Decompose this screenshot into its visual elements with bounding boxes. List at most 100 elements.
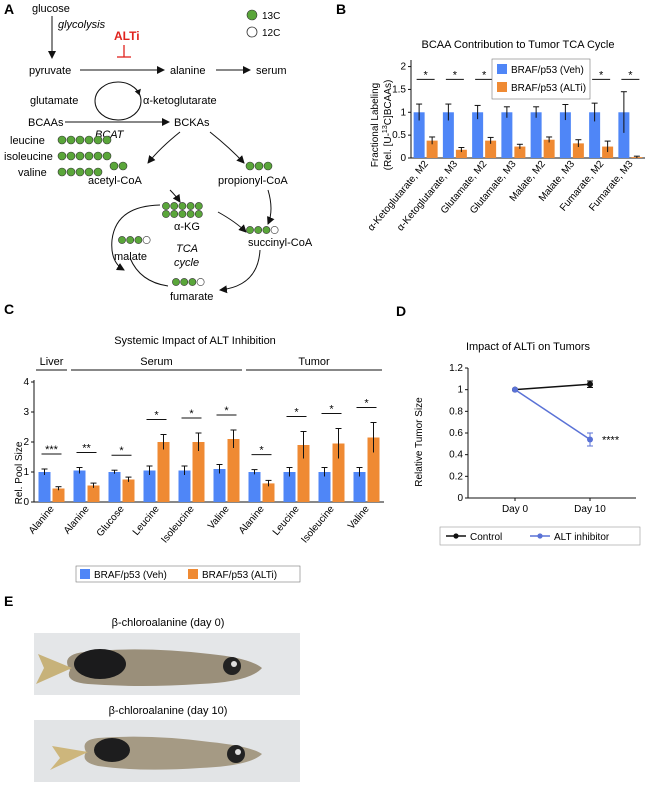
chart-d-y-tick-label: 0.4 (449, 450, 463, 461)
carbon-dot (84, 135, 94, 145)
carbon-dot (180, 278, 189, 286)
chart-d-y-tick-label: 1 (457, 385, 463, 396)
chart-c-y-tick-label: 0 (23, 497, 29, 508)
carbon-dot (66, 151, 76, 161)
fumarate-label: fumarate (170, 291, 213, 303)
chart-d-y-tick-label: 0.2 (449, 471, 463, 482)
chart-c-ylabel: Rel. Pool Size (14, 441, 25, 504)
akg-short-label: α-KG (174, 221, 200, 233)
chart-c-x-tick-label: Valine (206, 504, 232, 532)
panel-label-c: C (4, 301, 14, 317)
chart-b: BCAA Contribution to Tumor TCA Cycle Fra… (366, 39, 645, 233)
valine-label: valine (18, 167, 47, 179)
chart-c-x-tick-label: Leucine (131, 504, 162, 538)
transamination-cycle (94, 81, 142, 121)
carbon-dot (194, 210, 203, 218)
chart-c-y-tick-label: 3 (23, 407, 29, 418)
chart-b-sig-label: * (423, 69, 428, 81)
acetyl-carbon-dots (109, 161, 128, 171)
propionyl-label: propionyl-CoA (218, 175, 288, 187)
chart-c-legend-veh: BRAF/p53 (Veh) (94, 570, 167, 581)
carbon-dot (172, 278, 180, 286)
chart-c-bar (353, 472, 366, 502)
acetyl-akg-arrow (169, 189, 181, 203)
chart-d-ylabel: Relative Tumor Size (414, 397, 425, 487)
chart-b-y-tick-label: 1.5 (392, 84, 406, 95)
chart-c-bar (178, 470, 191, 502)
chart-b-title: BCAA Contribution to Tumor TCA Cycle (422, 39, 615, 51)
malate-carbon-dots (118, 236, 151, 244)
chart-c: Systemic Impact of ALT Inhibition Rel. P… (14, 335, 384, 583)
chart-c-y-tick-label: 4 (23, 377, 29, 388)
chart-b-legend-veh: BRAF/p53 (Veh) (511, 65, 584, 76)
fumarate-carbon-dots (172, 278, 205, 286)
chart-c-bar (87, 485, 100, 502)
chart-c-bar (283, 472, 296, 502)
carbon-dot (178, 210, 187, 218)
propionyl-carbon-dots (245, 161, 273, 171)
carbon-dot (75, 135, 85, 145)
panel-label-d: D (396, 303, 406, 319)
chart-d-point (587, 381, 593, 388)
chart-c-bar (108, 472, 121, 502)
c12-legend-dot (246, 26, 258, 38)
c13-legend-dot (246, 9, 258, 21)
carbon-dot (57, 135, 67, 145)
carbon-dot (93, 167, 103, 177)
chart-c-bar (297, 445, 310, 502)
chart-d-y-tick-label: 0.6 (449, 428, 463, 439)
carbon-dot (162, 202, 170, 210)
chart-c-bar (157, 442, 170, 502)
chart-d-y-tick-label: 1.2 (449, 363, 463, 374)
chart-b-bar (501, 112, 513, 158)
bckas-propionyl-arrow (209, 131, 245, 164)
chart-c-bar (122, 479, 135, 502)
c13-legend-label: 13C (262, 11, 280, 22)
akg-succinyl-arrow (217, 211, 247, 233)
pathway-diagram: 13C 12C glucose glycolysis ALTi pyruvate… (4, 3, 313, 303)
chart-c-sig-label: ** (82, 443, 91, 455)
chart-c-bar (38, 472, 51, 502)
carbon-dot (245, 161, 255, 171)
chart-b-y-tick-label: 0 (400, 153, 406, 164)
carbon-dot (263, 161, 273, 171)
chart-d-x-tick-label: Day 0 (502, 504, 529, 515)
chart-c-x-tick-label: Glucose (95, 504, 127, 540)
akg-carbon-dots (162, 202, 203, 218)
carbon-dot (66, 167, 76, 177)
chart-b-bar (589, 112, 601, 158)
carbon-dot (270, 226, 279, 234)
chart-d-point (587, 436, 593, 443)
carbon-dot (246, 226, 254, 234)
chart-b-bar (530, 112, 542, 158)
carbon-dot (194, 202, 203, 210)
chart-b-legend-swatch-alti (497, 82, 507, 92)
carbon-dot (102, 151, 112, 161)
chart-c-group-label: Tumor (298, 356, 330, 368)
chart-c-bar (262, 483, 275, 502)
chart-d-title: Impact of ALTi on Tumors (466, 341, 591, 353)
carbon-dot (170, 202, 179, 210)
chart-c-sig-label: * (294, 407, 299, 419)
chart-c-bar (248, 472, 261, 502)
panel-label-a: A (4, 1, 14, 17)
chart-b-bar (455, 149, 467, 158)
chart-c-x-tick-label: Alanine (62, 504, 92, 537)
carbon-dot (75, 151, 85, 161)
fumarate-malate-path (129, 257, 169, 287)
bckas-label: BCKAs (174, 117, 210, 129)
chart-c-sig-label: * (364, 398, 369, 410)
chart-c-x-tick-label: Leucine (271, 504, 302, 538)
chart-b-bar (442, 112, 454, 158)
amino-acid-carbon-dots (57, 135, 112, 177)
alanine-label: alanine (170, 65, 205, 77)
carbon-dot (170, 210, 179, 218)
akg-label: α-ketoglutarate (143, 95, 217, 107)
cycle-label: cycle (174, 257, 199, 269)
chart-c-x-tick-label: Valine (346, 504, 372, 532)
carbon-dot (93, 135, 103, 145)
chart-c-group-label: Liver (40, 356, 64, 368)
chart-c-bar (213, 469, 226, 502)
chart-c-x-tick-label: Alanine (27, 504, 57, 537)
leucine-label: leucine (10, 135, 45, 147)
